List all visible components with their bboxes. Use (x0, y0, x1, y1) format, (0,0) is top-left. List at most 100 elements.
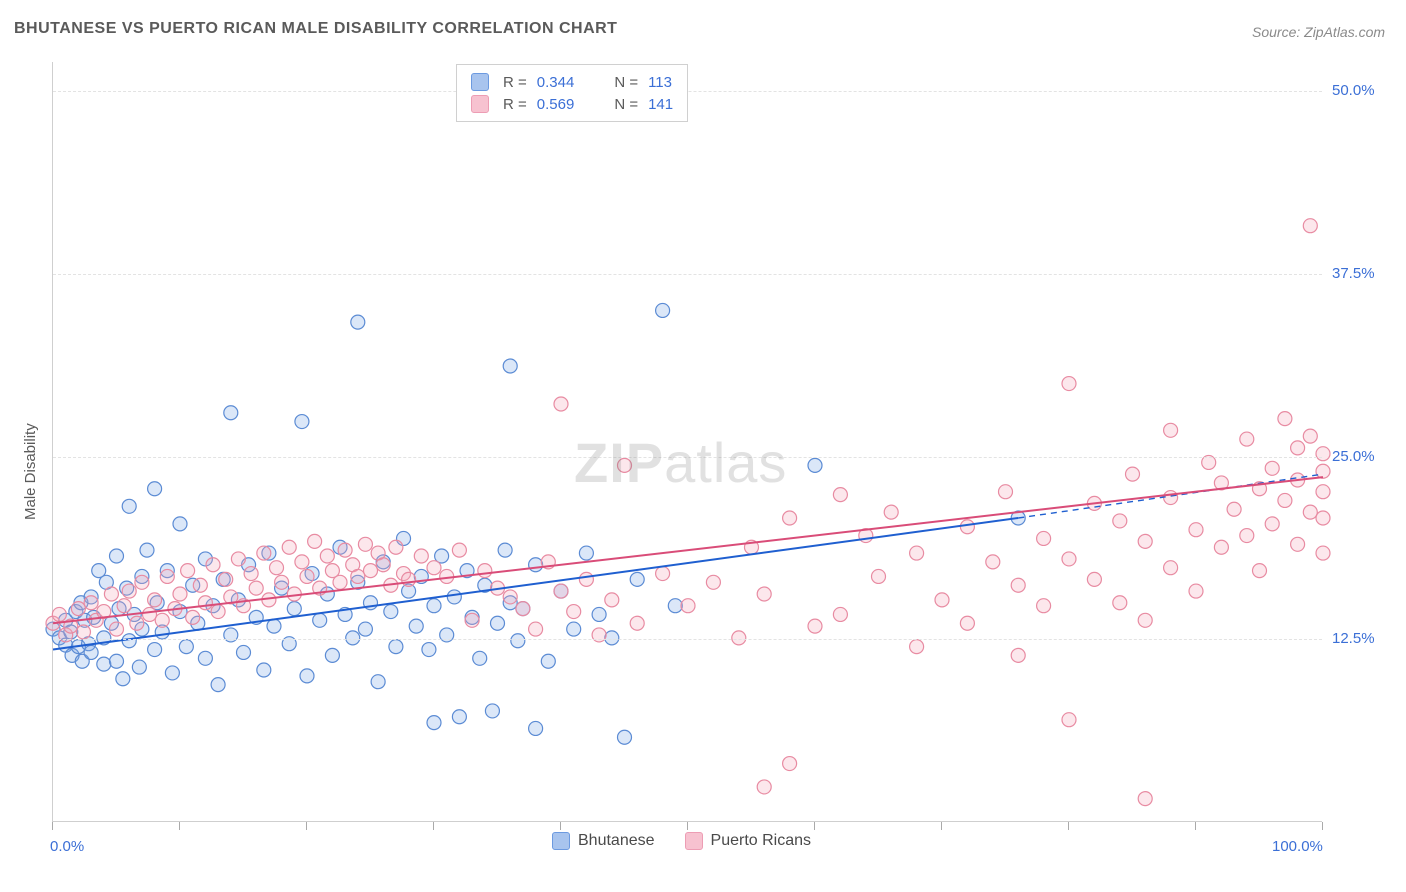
x-tick (179, 822, 180, 830)
data-point (219, 572, 233, 586)
correlation-legend: R =0.344N =113R =0.569N =141 (456, 64, 688, 122)
data-point (71, 602, 85, 616)
data-point (491, 616, 505, 630)
legend-swatch (552, 832, 570, 850)
data-point (1138, 792, 1152, 806)
data-point (884, 505, 898, 519)
data-point (351, 315, 365, 329)
data-point (579, 546, 593, 560)
y-gridline (53, 639, 1322, 640)
data-point (422, 643, 436, 657)
data-point (1316, 546, 1330, 560)
data-point (122, 584, 136, 598)
data-point (320, 549, 334, 563)
data-point (84, 596, 98, 610)
data-point (358, 537, 372, 551)
data-point (783, 757, 797, 771)
data-point (668, 599, 682, 613)
data-point (1062, 552, 1076, 566)
data-point (757, 587, 771, 601)
data-point (148, 643, 162, 657)
data-point (427, 716, 441, 730)
data-point (140, 543, 154, 557)
data-point (630, 616, 644, 630)
data-point (485, 704, 499, 718)
data-point (295, 555, 309, 569)
series-legend: BhutanesePuerto Ricans (552, 832, 811, 850)
data-point (1113, 514, 1127, 528)
data-point (244, 567, 258, 581)
data-point (706, 575, 720, 589)
data-point (681, 599, 695, 613)
data-point (1011, 648, 1025, 662)
data-point (135, 575, 149, 589)
data-point (757, 780, 771, 794)
data-point (300, 669, 314, 683)
data-point (122, 499, 136, 513)
data-point (371, 675, 385, 689)
data-point (186, 610, 200, 624)
data-point (910, 640, 924, 654)
data-point (872, 569, 886, 583)
data-point (511, 634, 525, 648)
data-point (270, 561, 284, 575)
data-point (282, 540, 296, 554)
data-point (960, 616, 974, 630)
data-point (1316, 485, 1330, 499)
x-tick (306, 822, 307, 830)
data-point (165, 666, 179, 680)
legend-R-value: 0.569 (537, 96, 575, 113)
data-point (783, 511, 797, 525)
x-tick (941, 822, 942, 830)
data-point (1037, 599, 1051, 613)
data-point (148, 593, 162, 607)
data-point (1303, 505, 1317, 519)
data-point (110, 622, 124, 636)
data-point (104, 587, 118, 601)
data-point (986, 555, 1000, 569)
data-point (554, 584, 568, 598)
data-point (498, 543, 512, 557)
data-point (351, 569, 365, 583)
data-point (130, 616, 144, 630)
legend-item: Puerto Ricans (685, 832, 812, 850)
data-point (1240, 432, 1254, 446)
data-point (478, 564, 492, 578)
data-point (447, 590, 461, 604)
data-point (173, 517, 187, 531)
data-point (452, 710, 466, 724)
legend-R-label: R = (503, 74, 527, 91)
legend-row: R =0.344N =113 (471, 71, 673, 93)
data-point (402, 572, 416, 586)
data-point (52, 607, 66, 621)
data-point (529, 622, 543, 636)
data-point (1062, 713, 1076, 727)
chart-title: BHUTANESE VS PUERTO RICAN MALE DISABILIT… (14, 20, 617, 38)
data-point (465, 613, 479, 627)
data-point (267, 619, 281, 633)
data-point (237, 645, 251, 659)
data-point (1227, 502, 1241, 516)
data-point (275, 575, 289, 589)
x-tick (1322, 822, 1323, 830)
data-point (503, 359, 517, 373)
data-point (1138, 613, 1152, 627)
data-point (1316, 464, 1330, 478)
data-point (116, 672, 130, 686)
data-point (76, 625, 90, 639)
data-point (414, 549, 428, 563)
y-axis-label: Male Disability (22, 423, 39, 520)
data-point (473, 651, 487, 665)
data-point (427, 599, 441, 613)
data-point (427, 561, 441, 575)
data-point (1253, 564, 1267, 578)
data-point (1164, 491, 1178, 505)
data-point (1265, 461, 1279, 475)
data-point (1291, 441, 1305, 455)
legend-N-label: N = (614, 74, 638, 91)
data-point (249, 581, 263, 595)
data-point (1113, 596, 1127, 610)
data-point (1214, 540, 1228, 554)
data-point (1265, 517, 1279, 531)
data-point (300, 569, 314, 583)
